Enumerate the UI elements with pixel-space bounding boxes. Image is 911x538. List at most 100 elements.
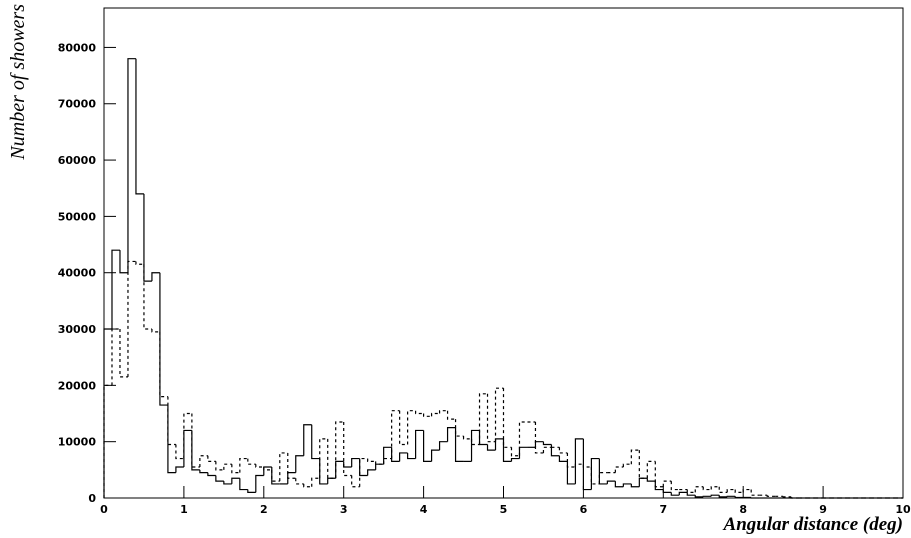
histogram-step (343, 461, 352, 468)
histogram-step (494, 438, 504, 451)
histogram-step (263, 466, 272, 476)
histogram-step (399, 452, 408, 462)
histogram-step (518, 421, 528, 456)
histogram-step (670, 492, 680, 496)
histogram-step (590, 457, 600, 490)
histogram-step (478, 430, 488, 446)
histogram-step (375, 463, 384, 470)
histogram-step (319, 458, 328, 485)
histogram-step (295, 455, 304, 473)
histogram-step (630, 449, 640, 465)
histogram-step (534, 441, 544, 448)
histogram-step (438, 441, 448, 451)
y-tick-label: 80000 (58, 41, 97, 54)
histogram-step (327, 438, 336, 479)
histogram-step (646, 460, 656, 479)
histogram-step (614, 466, 624, 473)
histogram-step (247, 489, 256, 493)
histogram-step (542, 441, 552, 446)
histogram-step (103, 384, 112, 498)
y-axis-label: Number of showers (7, 4, 29, 161)
y-tick-label: 40000 (58, 267, 97, 280)
histogram-step (375, 461, 384, 465)
histogram-step (367, 469, 376, 476)
histogram-step (606, 480, 616, 484)
x-tick-label: 6 (580, 503, 588, 516)
histogram-step (470, 438, 480, 446)
histogram-step (279, 452, 288, 482)
histogram-step (686, 489, 696, 493)
y-tick-label: 0 (88, 492, 96, 505)
x-tick-label: 8 (739, 503, 747, 516)
histogram-step (654, 481, 664, 491)
histogram-step (734, 489, 744, 493)
histogram-step (646, 478, 656, 482)
histogram-step (143, 264, 152, 330)
x-tick-label: 5 (500, 503, 508, 516)
histogram-step (335, 460, 344, 479)
histogram-step (263, 467, 272, 471)
histogram-step (478, 393, 488, 445)
histogram-step (391, 410, 400, 459)
histogram-step (454, 427, 464, 462)
histogram-step (167, 405, 176, 474)
histogram-step (750, 497, 760, 499)
histogram-step (391, 447, 400, 462)
histogram-step (662, 489, 672, 493)
histogram-step (622, 483, 632, 487)
y-tick-label: 10000 (58, 436, 97, 449)
histogram-step (191, 430, 200, 471)
histogram-step (694, 486, 704, 493)
histogram-step (415, 429, 424, 459)
histogram-step (231, 464, 240, 474)
histogram-step (271, 469, 280, 482)
histogram-step (550, 444, 560, 457)
y-tick-label: 30000 (58, 323, 97, 336)
histogram-step (726, 488, 736, 493)
histogram-step (351, 475, 360, 488)
histogram-step (159, 272, 168, 406)
histogram-step (215, 461, 224, 471)
histogram-step (502, 388, 512, 448)
histogram-step (630, 483, 640, 488)
y-tick-label: 70000 (58, 98, 97, 111)
histogram-step (239, 478, 248, 491)
histogram-step (423, 430, 432, 462)
histogram-step (454, 419, 464, 437)
x-tick-label: 1 (180, 503, 188, 516)
histogram-step (638, 450, 648, 479)
histogram-step (231, 477, 240, 484)
histogram-step (790, 496, 800, 499)
histogram-step (135, 58, 144, 195)
histogram-step (119, 329, 128, 378)
histogram-step (335, 421, 344, 479)
histogram-step (486, 393, 496, 443)
histogram-step (430, 412, 440, 417)
y-tick-label: 50000 (58, 210, 97, 223)
histogram-step (311, 424, 320, 460)
x-tick-label: 3 (340, 503, 348, 516)
histogram-step (782, 496, 792, 498)
histogram-step (327, 477, 336, 484)
histogram-step (407, 452, 416, 460)
histogram-step (351, 457, 360, 468)
histogram-step (598, 472, 608, 484)
histogram-step (542, 446, 552, 453)
histogram-step (407, 410, 416, 445)
histogram-step (223, 481, 232, 485)
histogram-step (670, 481, 680, 491)
histogram-step (207, 455, 216, 462)
x-tick-label: 9 (819, 503, 827, 516)
histogram-step (295, 478, 304, 485)
histogram-step (718, 495, 728, 498)
histogram-step (734, 496, 744, 499)
histogram-step (175, 466, 184, 473)
histogram-step (423, 413, 432, 417)
histogram-step (215, 475, 224, 482)
histogram-step (159, 331, 168, 398)
histogram-step (151, 272, 160, 282)
histogram-step (175, 444, 184, 460)
histogram-step (614, 481, 624, 488)
histogram-step (662, 480, 672, 487)
